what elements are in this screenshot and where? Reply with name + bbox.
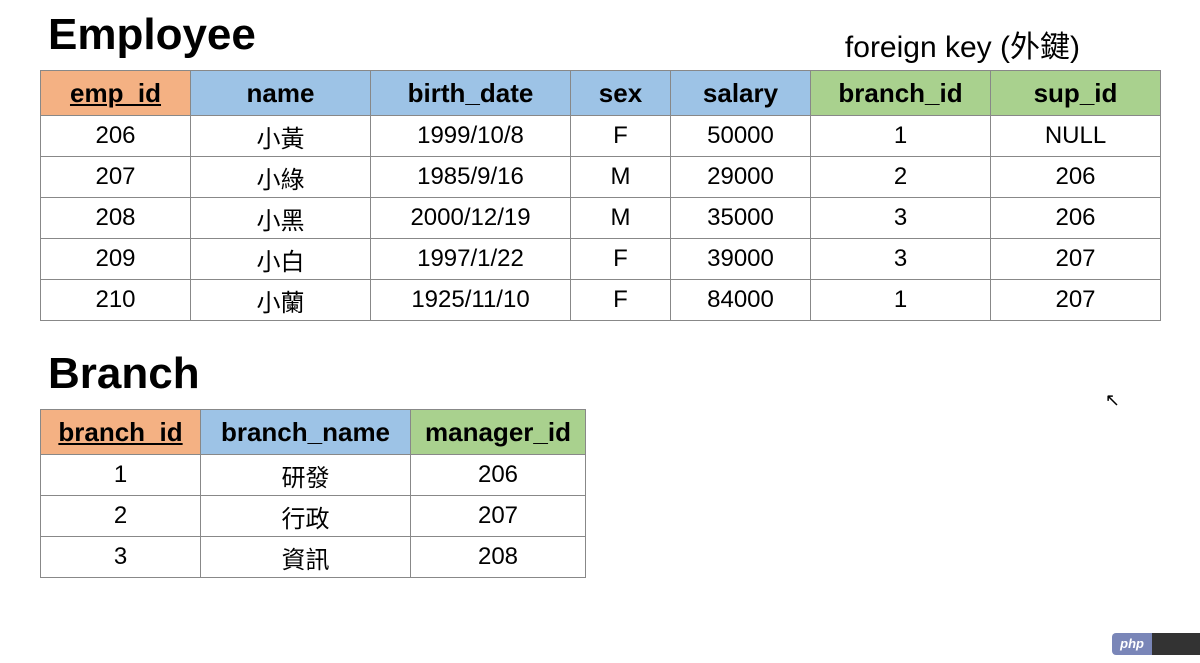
cell-branch-name: 資訊 — [201, 537, 411, 578]
cell-name: 小黑 — [191, 198, 371, 239]
cell-branch-id: 1 — [811, 280, 991, 321]
col-emp-id: emp_id — [41, 71, 191, 116]
cell-sup-id: 206 — [991, 157, 1161, 198]
cell-birth-date: 1985/9/16 — [371, 157, 571, 198]
cell-branch-id: 2 — [811, 157, 991, 198]
branch-table: branch_id branch_name manager_id 1 研發 20… — [40, 409, 586, 578]
col-salary: salary — [671, 71, 811, 116]
cell-salary: 39000 — [671, 239, 811, 280]
cell-branch-id: 3 — [811, 239, 991, 280]
cell-branch-id: 1 — [811, 116, 991, 157]
cell-sup-id: 207 — [991, 239, 1161, 280]
cell-birth-date: 1999/10/8 — [371, 116, 571, 157]
col-birth-date: birth_date — [371, 71, 571, 116]
cell-manager-id: 208 — [411, 537, 586, 578]
cell-name: 小綠 — [191, 157, 371, 198]
cell-sex: M — [571, 198, 671, 239]
cell-name: 小蘭 — [191, 280, 371, 321]
cell-branch-id: 2 — [41, 496, 201, 537]
col-manager-id: manager_id — [411, 410, 586, 455]
cell-manager-id: 207 — [411, 496, 586, 537]
cell-sup-id: 206 — [991, 198, 1161, 239]
table-row: 209 小白 1997/1/22 F 39000 3 207 — [41, 239, 1161, 280]
cell-sex: M — [571, 157, 671, 198]
cell-emp-id: 208 — [41, 198, 191, 239]
table-row: 208 小黑 2000/12/19 M 35000 3 206 — [41, 198, 1161, 239]
cell-emp-id: 207 — [41, 157, 191, 198]
col-branch-id: branch_id — [41, 410, 201, 455]
cell-branch-name: 行政 — [201, 496, 411, 537]
cell-birth-date: 2000/12/19 — [371, 198, 571, 239]
table-row: 210 小蘭 1925/11/10 F 84000 1 207 — [41, 280, 1161, 321]
cell-sup-id: 207 — [991, 280, 1161, 321]
cell-manager-id: 206 — [411, 455, 586, 496]
cell-emp-id: 210 — [41, 280, 191, 321]
employee-table: emp_id name birth_date sex salary branch… — [40, 70, 1161, 321]
cell-name: 小黃 — [191, 116, 371, 157]
col-branch-id: branch_id — [811, 71, 991, 116]
cell-sex: F — [571, 239, 671, 280]
cursor-icon: ↖ — [1105, 390, 1120, 411]
cell-name: 小白 — [191, 239, 371, 280]
branch-header-row: branch_id branch_name manager_id — [41, 410, 586, 455]
table-row: 2 行政 207 — [41, 496, 586, 537]
employee-header-row: emp_id name birth_date sex salary branch… — [41, 71, 1161, 116]
cell-birth-date: 1997/1/22 — [371, 239, 571, 280]
cell-emp-id: 209 — [41, 239, 191, 280]
watermark-left: php — [1112, 633, 1152, 655]
table-row: 1 研發 206 — [41, 455, 586, 496]
cell-birth-date: 1925/11/10 — [371, 280, 571, 321]
table-row: 3 資訊 208 — [41, 537, 586, 578]
cell-salary: 50000 — [671, 116, 811, 157]
watermark-right — [1152, 633, 1200, 655]
cell-emp-id: 206 — [41, 116, 191, 157]
col-name: name — [191, 71, 371, 116]
foreign-key-annotation: foreign key (外鍵) — [845, 22, 1080, 66]
branch-title: Branch — [48, 349, 1160, 399]
cell-branch-name: 研發 — [201, 455, 411, 496]
table-row: 207 小綠 1985/9/16 M 29000 2 206 — [41, 157, 1161, 198]
cell-branch-id: 1 — [41, 455, 201, 496]
cell-salary: 84000 — [671, 280, 811, 321]
col-sex: sex — [571, 71, 671, 116]
cell-salary: 29000 — [671, 157, 811, 198]
table-row: 206 小黃 1999/10/8 F 50000 1 NULL — [41, 116, 1161, 157]
cell-branch-id: 3 — [41, 537, 201, 578]
watermark: php — [1112, 633, 1200, 655]
col-branch-name: branch_name — [201, 410, 411, 455]
cell-branch-id: 3 — [811, 198, 991, 239]
cell-sup-id: NULL — [991, 116, 1161, 157]
cell-sex: F — [571, 280, 671, 321]
cell-sex: F — [571, 116, 671, 157]
cell-salary: 35000 — [671, 198, 811, 239]
col-sup-id: sup_id — [991, 71, 1161, 116]
